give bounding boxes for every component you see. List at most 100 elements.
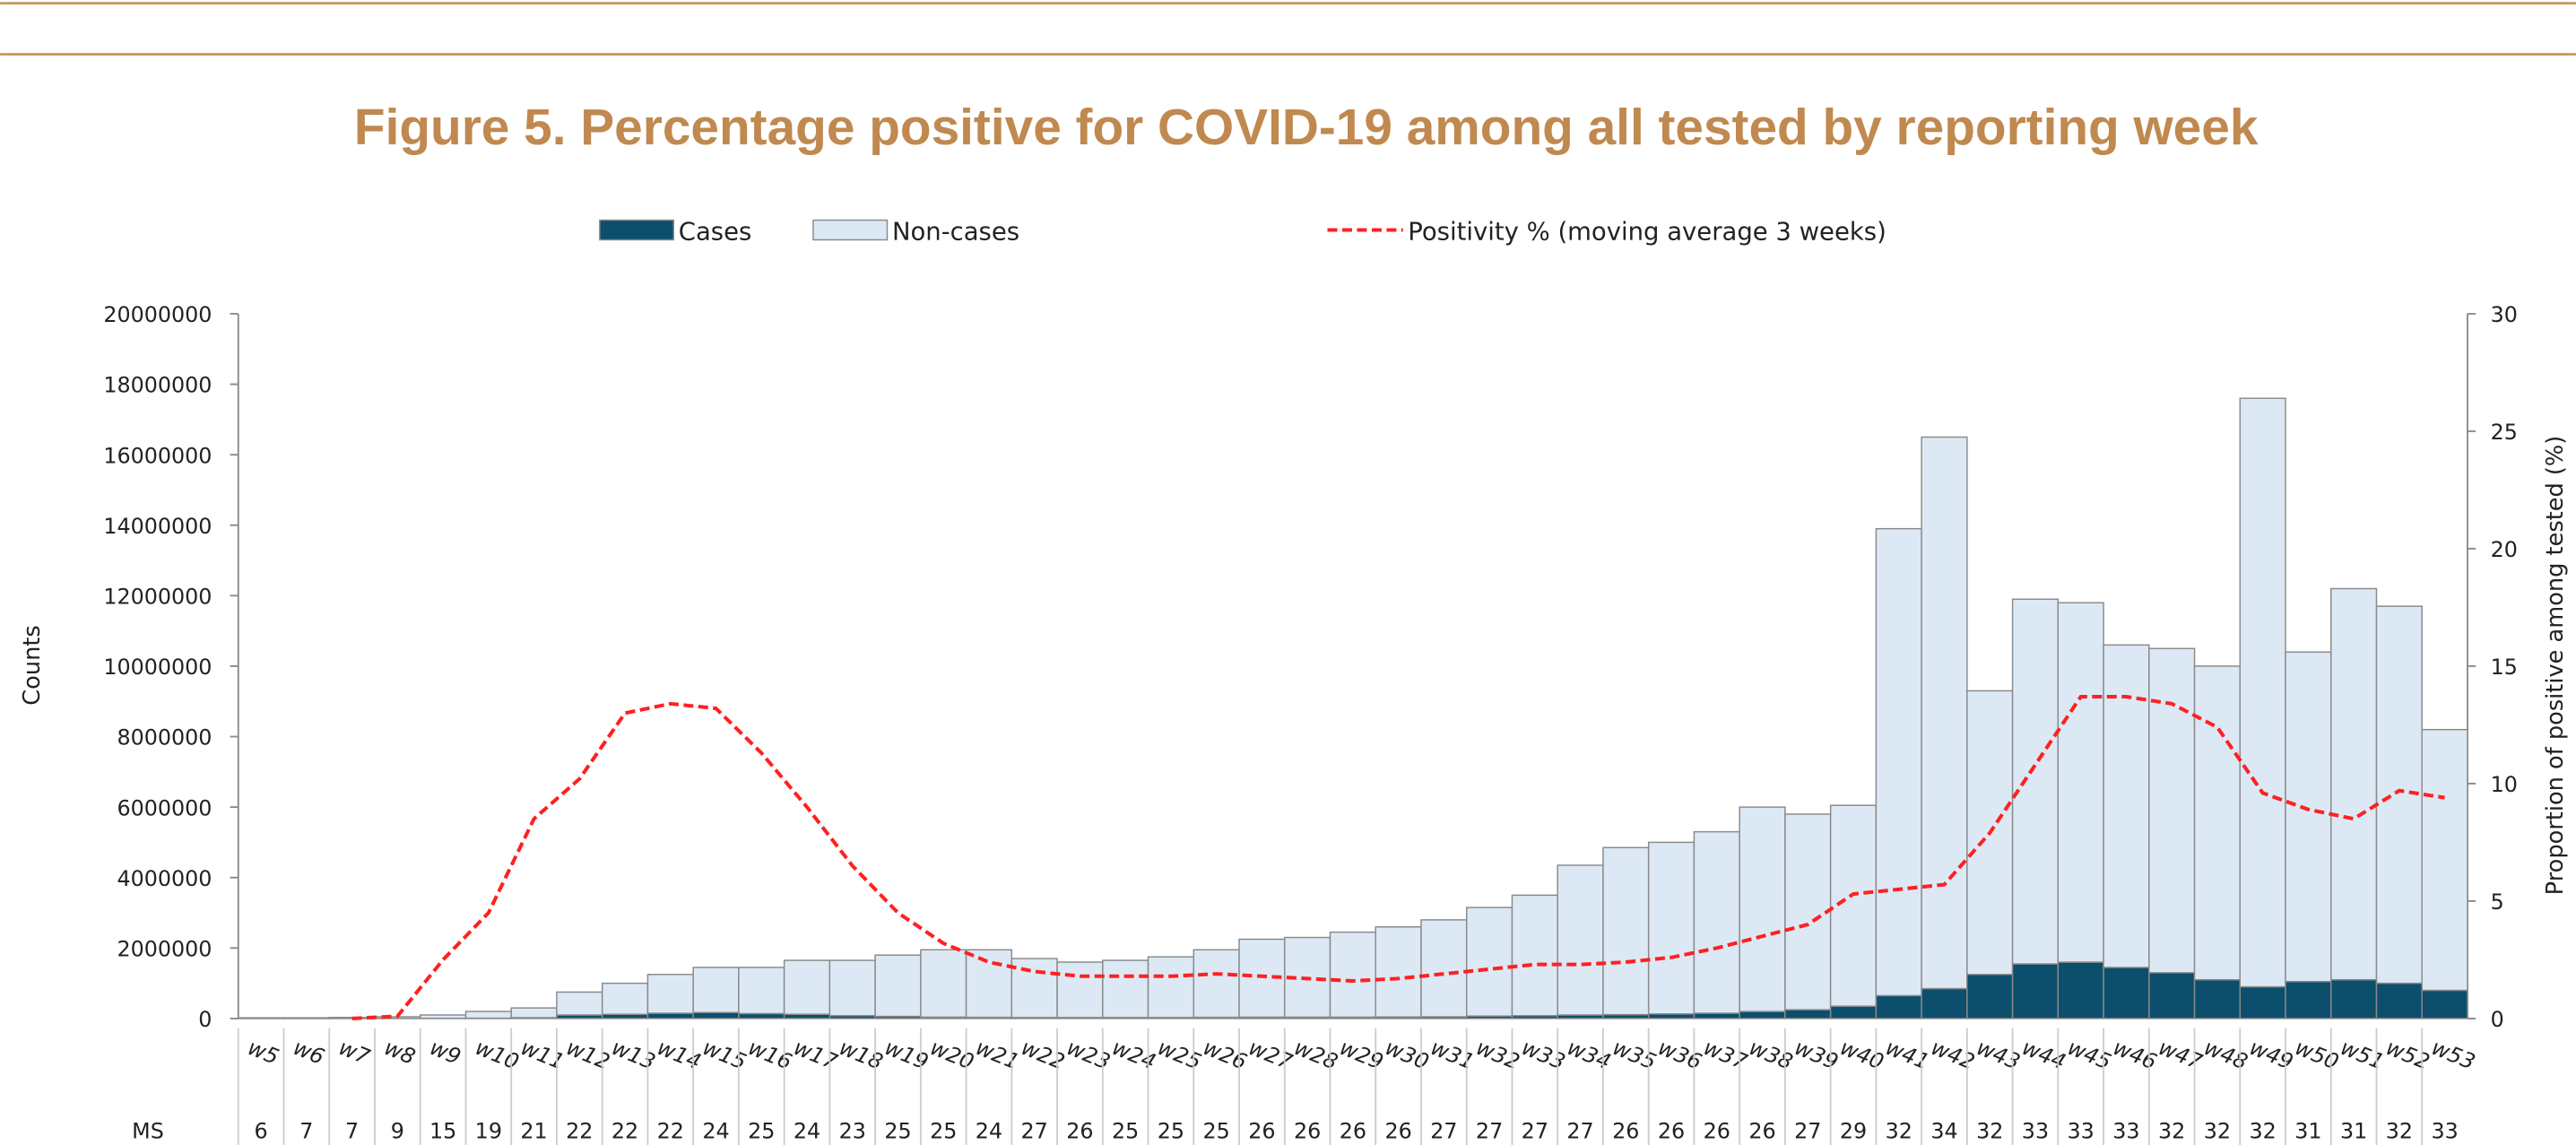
legend-swatch [812, 219, 889, 241]
bar [1784, 813, 1832, 1011]
ms-value: 32 [2158, 1119, 2185, 1144]
x-tick-label: w17 [790, 1035, 841, 1075]
bar [1875, 994, 1922, 1019]
ms-value: 7 [345, 1119, 359, 1144]
x-tick-label: w15 [699, 1035, 750, 1075]
ms-value: 31 [2294, 1119, 2321, 1144]
bar [738, 1012, 785, 1019]
ms-value: 25 [748, 1119, 775, 1144]
x-tick-label: w16 [745, 1035, 796, 1075]
bar [1147, 956, 1195, 1019]
bar [1102, 959, 1149, 1019]
ms-value: 25 [1203, 1119, 1230, 1144]
x-tick-label: w25 [1154, 1035, 1205, 1075]
y2-tick-label: 0 [2491, 1007, 2504, 1032]
bar [1602, 846, 1650, 1016]
line [351, 694, 2445, 1020]
ms-value: 33 [2112, 1119, 2139, 1144]
bar [738, 967, 785, 1015]
x-tick-label: w42 [1928, 1035, 1979, 1075]
x-tick-label: w8 [381, 1035, 420, 1070]
ms-value: 27 [1794, 1119, 1821, 1144]
y-tick-label: 6000000 [117, 795, 212, 820]
y-axis-label: Counts [19, 625, 46, 705]
x-tick-label: w5 [244, 1035, 282, 1070]
x-tick-label: w41 [1882, 1035, 1933, 1075]
bar [2193, 665, 2242, 981]
ms-value: 23 [839, 1119, 866, 1144]
legend-swatch [599, 219, 675, 241]
bar [1511, 894, 1558, 1017]
x-tick-label: w13 [608, 1035, 659, 1075]
x-tick-label: w53 [2428, 1035, 2479, 1075]
legend-label: Non-cases [892, 217, 1019, 246]
bar [965, 949, 1013, 1019]
x-tick-label: w18 [836, 1035, 887, 1075]
x-tick-label: w20 [926, 1035, 977, 1075]
ms-value: 26 [1066, 1119, 1093, 1144]
y2-tick-label: 10 [2491, 772, 2518, 797]
bar [2148, 972, 2196, 1019]
bar [1557, 864, 1604, 1016]
x-tick-label: w21 [972, 1035, 1023, 1075]
y2-tick-label: 20 [2491, 537, 2518, 562]
x-tick-label: w30 [1382, 1035, 1433, 1075]
y2-tick-label: 15 [2491, 655, 2518, 680]
x-tick-label: w11 [517, 1035, 568, 1075]
bar [1966, 974, 2014, 1019]
y-tick-label: 0 [198, 1007, 212, 1032]
bar [783, 959, 831, 1015]
x-tick-label: w10 [472, 1035, 523, 1075]
bar [2057, 602, 2104, 963]
bar [1465, 906, 1514, 1017]
bar [2285, 651, 2332, 983]
bar [2193, 978, 2242, 1019]
ms-value: 25 [1112, 1119, 1139, 1144]
x-tick-label: w27 [1245, 1035, 1297, 1075]
bar [2375, 982, 2423, 1019]
x-tick-label: w19 [881, 1035, 932, 1075]
y-tick-label: 2000000 [117, 936, 212, 961]
x-tick-label: w38 [1746, 1035, 1797, 1075]
bar [646, 974, 694, 1014]
ms-value: 33 [2431, 1119, 2458, 1144]
ms-value: 26 [1340, 1119, 1366, 1144]
x-tick-label: w44 [2018, 1035, 2069, 1075]
bar [2285, 980, 2332, 1019]
y2-tick-label: 25 [2491, 420, 2518, 445]
bar [2330, 978, 2378, 1019]
bar [556, 991, 603, 1016]
bar [828, 959, 876, 1017]
ms-value: 19 [475, 1119, 502, 1144]
bar [692, 1011, 740, 1019]
x-tick-label: w35 [1609, 1035, 1661, 1075]
y-tick-label: 18000000 [103, 373, 212, 398]
y2-axis-label: Proportion of positive among tested (%) [2542, 436, 2569, 896]
x-tick-label: w46 [2110, 1035, 2161, 1075]
ms-value: 25 [884, 1119, 911, 1144]
ms-value: 26 [1612, 1119, 1639, 1144]
bar [282, 1017, 330, 1019]
bar [2057, 961, 2104, 1019]
ms-value: 26 [1248, 1119, 1275, 1144]
ms-value: 21 [520, 1119, 547, 1144]
bar [1739, 806, 1786, 1012]
x-tick-label: w45 [2064, 1035, 2115, 1075]
ms-value: 24 [976, 1119, 1002, 1144]
x-tick-label: w9 [426, 1035, 464, 1070]
ms-value: 27 [1476, 1119, 1503, 1144]
x-tick-label: w47 [2155, 1035, 2206, 1075]
x-tick-label: w37 [1700, 1035, 1751, 1075]
x-tick-label: w26 [1200, 1035, 1251, 1075]
ms-value: 22 [611, 1119, 638, 1144]
bar [238, 1017, 285, 1019]
legend-label: Positivity % (moving average 3 weeks) [1408, 217, 1886, 246]
ms-label: MS [132, 1119, 164, 1144]
x-tick-label: w50 [2292, 1035, 2343, 1075]
bar [419, 1014, 467, 1019]
bar [2239, 397, 2286, 988]
bar [2330, 587, 2378, 981]
y2-tick-label: 30 [2491, 302, 2518, 327]
ms-value: 32 [2386, 1119, 2413, 1144]
